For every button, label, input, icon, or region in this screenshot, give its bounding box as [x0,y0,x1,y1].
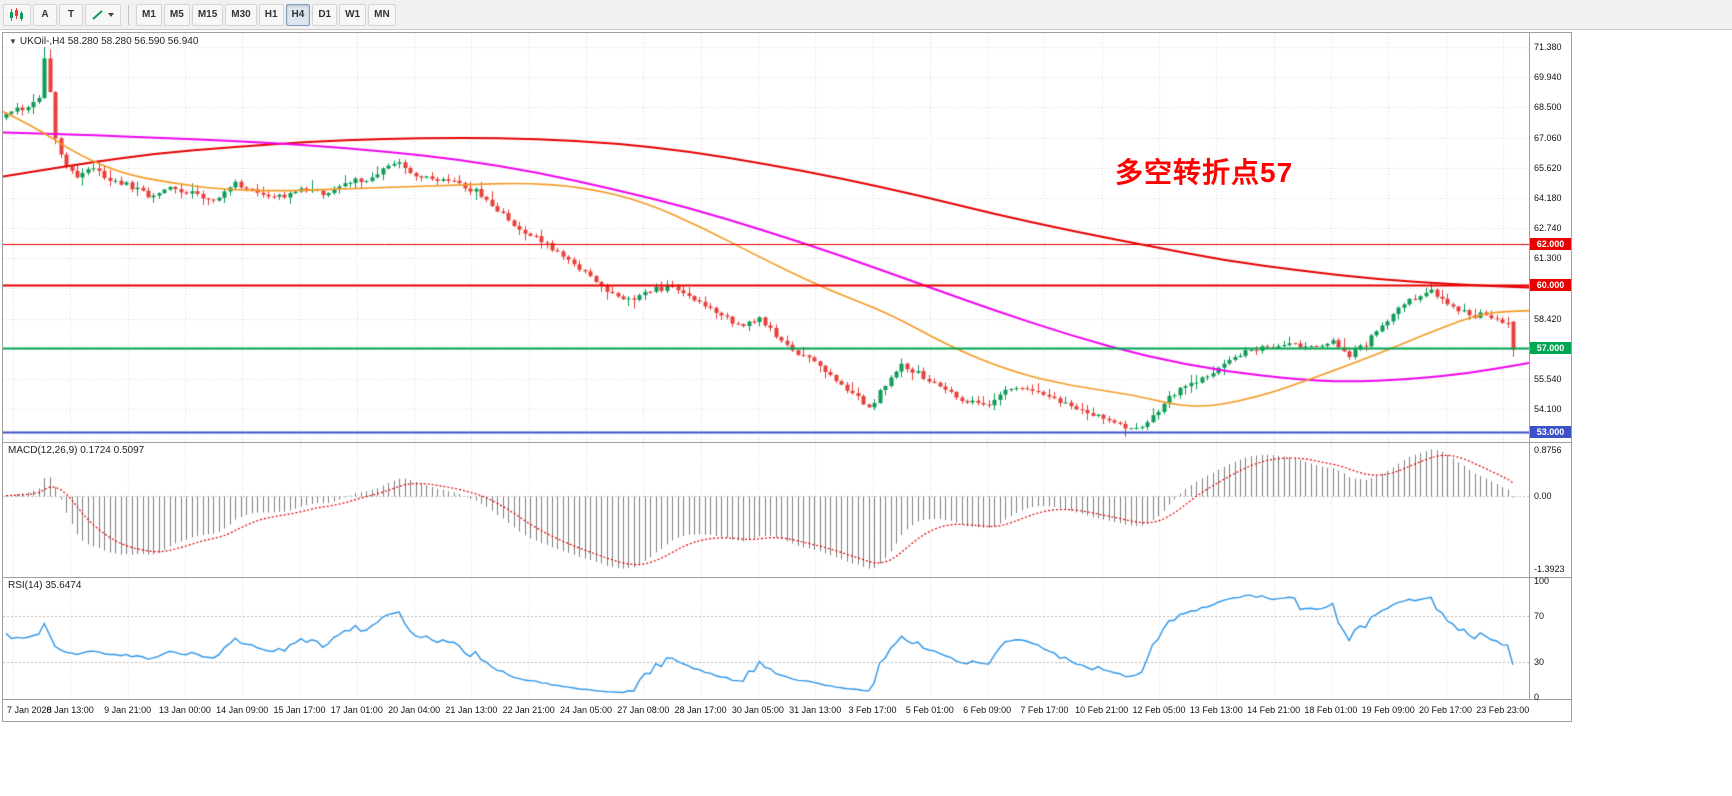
rsi-tick-label: 0 [1534,692,1540,702]
timeframe-m5-button[interactable]: M5 [163,3,190,26]
rsi-tick-label: 100 [1534,576,1550,586]
time-axis-separator [3,699,1571,700]
price-line-badge: 62.000 [1530,237,1571,250]
time-tick-label: 27 Jan 08:00 [617,705,670,715]
time-tick-label: 6 Feb 09:00 [963,705,1012,715]
timeframe-mn-button[interactable]: MN [368,3,396,26]
candlestick-chart-icon [10,7,23,21]
time-tick-label: 17 Jan 01:00 [330,705,383,715]
timeframe-d1-button[interactable]: D1 [312,3,338,26]
timeframe-m30-button[interactable]: M30 [225,3,257,26]
rsi-panel-canvas[interactable] [3,578,1529,700]
time-tick-label: 14 Jan 09:00 [216,705,269,715]
time-tick-label: 31 Jan 13:00 [789,705,842,715]
trendline-icon [92,9,103,20]
price-tick-label: 58.420 [1534,313,1562,324]
panel-separator[interactable] [3,442,1571,443]
time-tick-label: 5 Feb 01:00 [905,705,954,715]
time-tick-label: 28 Jan 17:00 [674,705,727,715]
type-tool-button[interactable]: T [59,3,83,26]
time-tick-label: 12 Feb 05:00 [1132,705,1186,715]
rsi-tick-label: 30 [1534,657,1545,668]
chart-window: ▼ UKOil-,H4 58.280 58.280 56.590 56.940 … [2,32,1572,722]
macd-tick-label: 0.8756 [1534,444,1562,455]
toolbar: A T M1 M5 M15 M30 H1 H4 D1 W1 MN [0,0,1732,30]
macd-tick-label: 0.00 [1534,490,1552,501]
rsi-indicator-label: RSI(14) 35.6474 [8,580,82,591]
price-tick-label: 61.300 [1534,253,1562,264]
time-tick-label: 13 Feb 13:00 [1189,705,1243,715]
panel-separator[interactable] [3,577,1571,578]
symbol-marker-icon[interactable]: ▼ [9,37,17,46]
time-tick-label: 8 Jan 13:00 [46,705,94,715]
time-tick-label: 9 Jan 21:00 [104,705,152,715]
price-axis-separator [1529,33,1530,700]
price-tick-label: 71.380 [1534,42,1562,53]
time-tick-label: 15 Jan 17:00 [273,705,326,715]
time-tick-label: 20 Jan 04:00 [388,705,441,715]
price-tick-label: 65.620 [1534,162,1562,173]
symbol-ohlc-text: UKOil-,H4 58.280 58.280 56.590 56.940 [19,36,199,47]
timeframe-m1-button[interactable]: M1 [136,3,162,26]
price-line-badge: 60.000 [1530,279,1571,292]
symbol-ohlc-line: ▼ UKOil-,H4 58.280 58.280 56.590 56.940 [9,36,198,47]
time-tick-label: 3 Feb 17:00 [848,705,897,715]
time-tick-label: 22 Jan 21:00 [502,705,555,715]
macd-tick-label: -1.3923 [1534,563,1565,574]
text-label-tool-button[interactable]: A [33,3,57,26]
time-tick-label: 30 Jan 05:00 [731,705,784,715]
timeframe-h1-button[interactable]: H1 [258,3,284,26]
time-tick-label: 24 Jan 05:00 [559,705,613,715]
price-line-badge: 53.000 [1530,426,1571,439]
chart-annotation-text[interactable]: 多空转折点57 [1115,157,1294,188]
chart-icon[interactable] [3,3,31,26]
price-tick-label: 55.540 [1534,373,1562,384]
time-tick-label: 21 Jan 13:00 [445,705,498,715]
price-chart-canvas[interactable] [3,33,1529,442]
time-tick-label: 13 Jan 00:00 [158,705,211,715]
price-tick-label: 68.500 [1534,102,1562,113]
price-line-badge: 57.000 [1530,342,1571,355]
price-tick-label: 67.060 [1534,132,1562,143]
time-tick-label: 19 Feb 09:00 [1361,705,1415,715]
time-tick-label: 7 Feb 17:00 [1020,705,1069,715]
time-tick-label: 20 Feb 17:00 [1418,705,1473,715]
toolbar-separator [128,4,129,25]
rsi-tick-label: 70 [1534,610,1545,621]
time-tick-label: 7 Jan 2020 [7,705,52,715]
time-tick-label: 18 Feb 01:00 [1304,705,1358,715]
time-tick-label: 23 Feb 23:00 [1476,705,1530,715]
timeframe-h4-button[interactable]: H4 [285,3,311,26]
objects-dropdown-button[interactable] [85,3,121,26]
time-tick-label: 10 Feb 21:00 [1075,705,1129,715]
time-tick-label: 14 Feb 21:00 [1247,705,1301,715]
price-tick-label: 54.100 [1534,404,1562,415]
timeframe-m15-button[interactable]: M15 [191,3,224,26]
price-tick-label: 64.180 [1534,192,1562,203]
price-tick-label: 69.940 [1534,72,1562,83]
price-tick-label: 62.740 [1534,223,1562,234]
chevron-down-icon [108,12,114,17]
timeframe-w1-button[interactable]: W1 [339,3,367,26]
macd-panel-canvas[interactable] [3,443,1529,577]
timeframe-group: M1 M5 M15 M30 H1 H4 D1 W1 MN [136,3,396,26]
macd-indicator-label: MACD(12,26,9) 0.1724 0.5097 [8,445,145,456]
